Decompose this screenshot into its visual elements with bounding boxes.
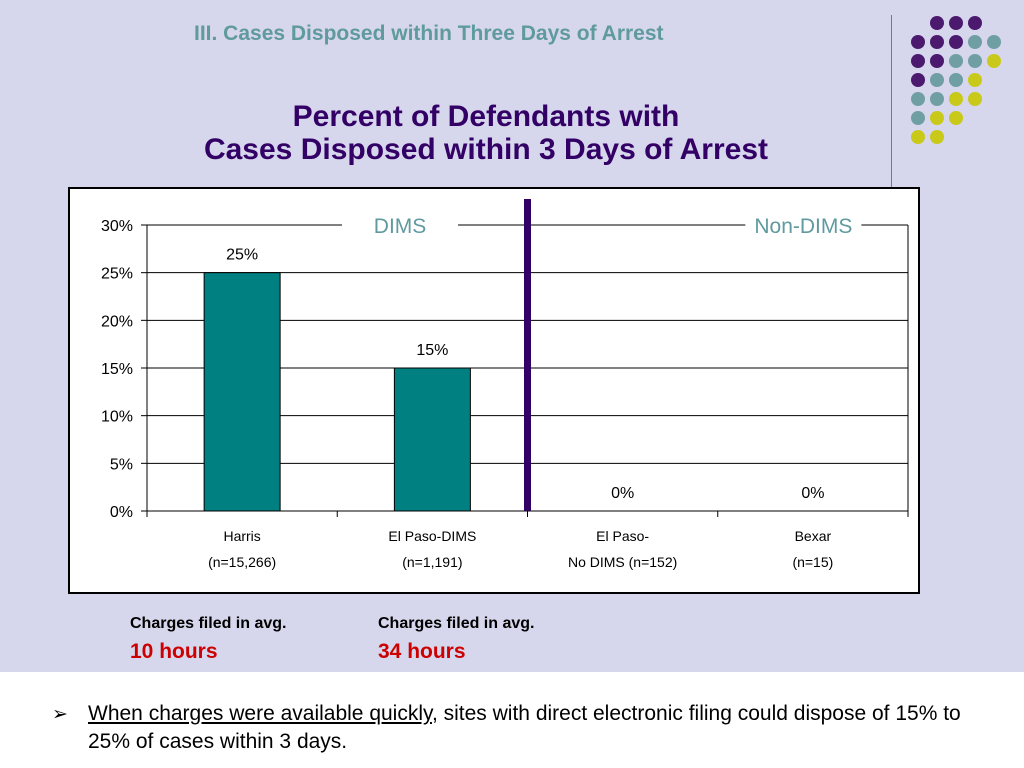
arrow-bullet-icon: ➢ xyxy=(52,704,68,725)
bullet-underlined-text: When charges were available quickly xyxy=(88,702,432,725)
bar-chart: 0% 5% 10% 15% 20% 25% 30% 25% Harris (n=15,266) 15… xyxy=(101,199,909,570)
note-value-1: 10 hours xyxy=(130,640,218,663)
category-sublabel: (n=15) xyxy=(792,554,833,570)
group-label: Non-DIMS xyxy=(754,215,852,238)
note-value-2: 34 hours xyxy=(378,640,466,663)
page-title: Percent of Defendants with Cases Dispose… xyxy=(86,100,886,166)
data-label: 15% xyxy=(416,342,448,359)
category-label: Bexar xyxy=(795,528,832,544)
group-label-bg xyxy=(342,211,459,239)
note-label-1: Charges filed in avg. xyxy=(130,615,287,632)
category-sublabel: No DIMS (n=152) xyxy=(568,554,677,570)
y-tick-label: 30% xyxy=(101,218,133,235)
y-tick-label: 25% xyxy=(101,266,133,283)
title-line-1: Percent of Defendants with xyxy=(292,100,680,133)
category-label: El Paso-DIMS xyxy=(388,528,476,544)
divider-line xyxy=(0,672,1024,674)
vertical-rule xyxy=(891,15,892,187)
category-label: El Paso- xyxy=(596,528,649,544)
data-label: 25% xyxy=(226,247,258,264)
y-tick-label: 20% xyxy=(101,313,133,330)
bullet-text: When charges were available quickly, sit… xyxy=(88,700,968,756)
y-tick-label: 10% xyxy=(101,409,133,426)
bar xyxy=(203,272,281,512)
group-label-bg xyxy=(745,211,862,239)
chart-panel: 0% 5% 10% 15% 20% 25% 30% 25% Harris (n=15,266) 15… xyxy=(68,187,920,594)
section-title: III. Cases Disposed within Three Days of… xyxy=(194,22,664,45)
bar xyxy=(393,367,471,512)
category-label: Harris xyxy=(223,528,260,544)
y-tick-label: 5% xyxy=(110,456,133,473)
category-sublabel: (n=15,266) xyxy=(208,554,276,570)
bullet-rest-text: , sites with direct electronic filing co… xyxy=(88,702,961,753)
category-sublabel: (n=1,191) xyxy=(402,554,462,570)
y-tick-label: 0% xyxy=(110,504,133,521)
data-label: 0% xyxy=(611,485,634,502)
y-tick-label: 15% xyxy=(101,361,133,378)
group-label: DIMS xyxy=(374,215,427,238)
data-label: 0% xyxy=(801,485,824,502)
title-line-2: Cases Disposed within 3 Days of Arrest xyxy=(203,133,769,166)
note-label-2: Charges filed in avg. xyxy=(378,615,535,632)
